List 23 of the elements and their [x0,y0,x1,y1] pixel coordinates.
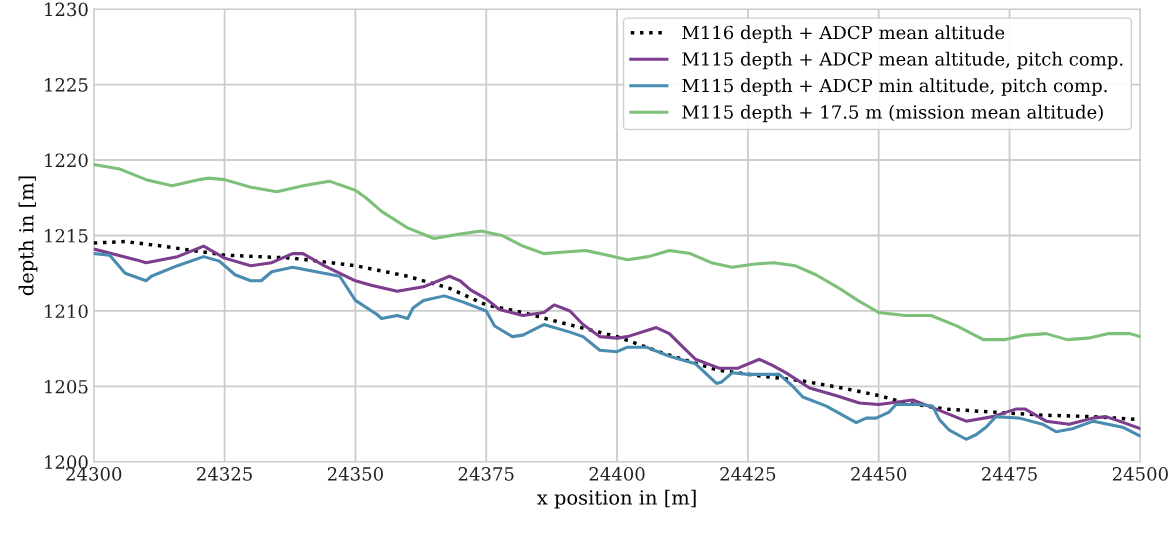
x-tick-label: 24400 [589,467,645,481]
y-tick-label: 1230 [45,2,88,17]
x-tick-label: 24500 [1112,467,1168,481]
y-tick-label: 1220 [45,153,88,168]
x-tick-label: 24325 [197,467,252,481]
x-tick-label: 24475 [982,467,1037,481]
x-tick-label: 24300 [66,467,122,481]
legend-label: M116 depth + ADCP mean altitude [682,25,1005,43]
x-tick-label: 24375 [458,467,514,481]
y-tick-label: 1205 [45,379,88,394]
legend-label: M115 depth + ADCP mean altitude, pitch comp. [682,51,1123,70]
y-tick-label: 1200 [45,455,88,470]
y-tick-label: 1210 [45,304,88,319]
x-tick-label: 24450 [851,467,907,481]
x-tick-label: 24425 [720,467,776,481]
y-tick-label: 1215 [45,228,88,243]
line-series [93,163,1141,342]
y-axis-title: depth in [m] [18,176,38,296]
x-tick-label: 24350 [327,467,383,481]
legend-label: M115 depth + ADCP min altitude, pitch comp. [682,78,1107,96]
y-tick-label: 1225 [45,78,88,92]
legend-label: M115 depth + 17.5 m (mission mean altitude) [682,104,1103,123]
x-axis-title: x position in [m] [537,489,696,509]
